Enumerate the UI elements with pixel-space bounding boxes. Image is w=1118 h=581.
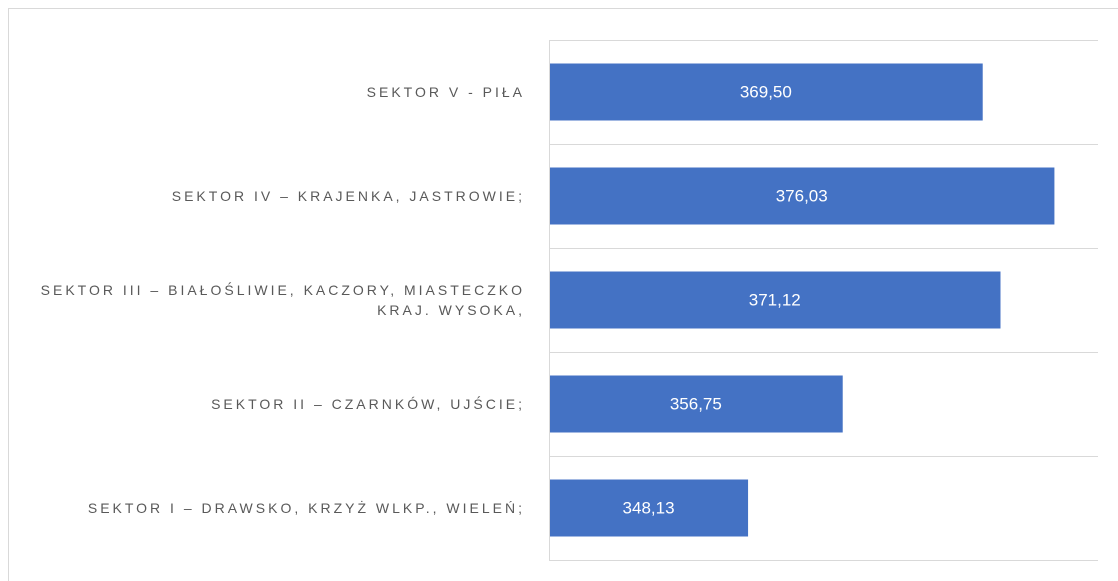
value-label: 369,50 xyxy=(740,82,792,101)
category-text: SEKTOR IV – KRAJENKA, JASTROWIE; xyxy=(171,188,525,204)
category-text: SEKTOR II – CZARNKÓW, UJŚCIE; xyxy=(211,396,525,412)
bar xyxy=(550,375,843,433)
value-label: 371,12 xyxy=(749,290,801,309)
bar xyxy=(550,271,1001,329)
category-label: SEKTOR I – DRAWSKO, KRZYŻ WLKP., WIELEŃ; xyxy=(25,478,525,538)
category-label: SEKTOR IV – KRAJENKA, JASTROWIE; xyxy=(25,166,525,226)
bar xyxy=(550,63,983,121)
category-text: SEKTOR I – DRAWSKO, KRZYŻ WLKP., WIELEŃ; xyxy=(87,500,525,516)
bar xyxy=(550,479,749,537)
value-label: 356,75 xyxy=(670,394,722,413)
category-text: SEKTOR III – BIAŁOŚLIWIE, KACZORY, MIAST… xyxy=(40,282,525,318)
category-text: SEKTOR V - PIŁA xyxy=(366,84,525,100)
category-label: SEKTOR V - PIŁA xyxy=(25,62,525,122)
value-label: 376,03 xyxy=(776,186,828,205)
bar xyxy=(550,167,1055,225)
chart-frame xyxy=(8,8,1118,581)
value-label: 348,13 xyxy=(623,498,675,517)
category-label: SEKTOR III – BIAŁOŚLIWIE, KACZORY, MIAST… xyxy=(25,270,525,330)
category-label: SEKTOR II – CZARNKÓW, UJŚCIE; xyxy=(25,374,525,434)
